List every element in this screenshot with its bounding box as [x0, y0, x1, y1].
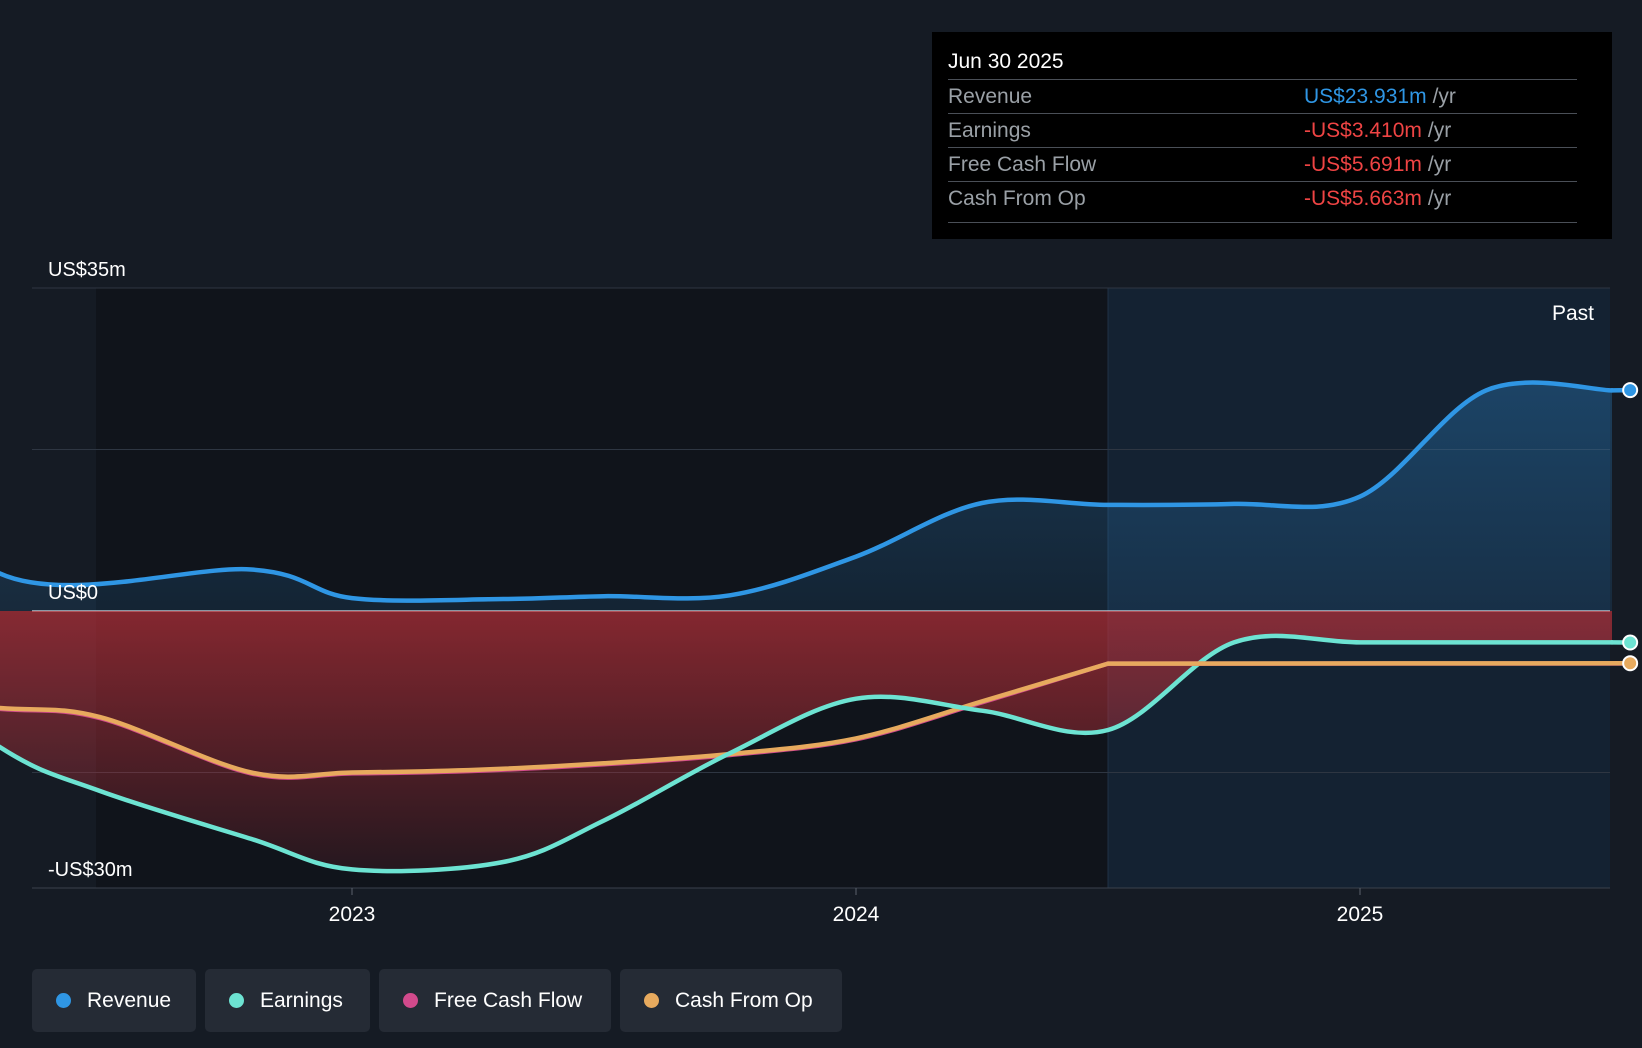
cash-from-op-line — [0, 661, 1111, 779]
earnings-end-marker — [1622, 634, 1639, 651]
series-lines — [0, 380, 1633, 874]
revenue-end-marker — [1622, 382, 1639, 399]
tooltip-value: -US$5.691m/yr — [1304, 153, 1452, 176]
series-end-markers — [1622, 382, 1639, 672]
tooltip-date: Jun 30 2025 — [948, 50, 1064, 73]
tooltip-value: -US$3.410m/yr — [1304, 119, 1452, 142]
legend-item-cash-from-op[interactable]: Cash From Op — [620, 969, 842, 1032]
x-tick-label: 2024 — [833, 903, 880, 926]
legend-item-earnings[interactable]: Earnings — [205, 969, 370, 1032]
tooltip-row-free-cash-flow: Free Cash Flow -US$5.691m/yr — [948, 147, 1577, 182]
revenue-line — [0, 380, 1615, 603]
legend-dot-icon — [229, 993, 244, 1008]
negative-area — [0, 611, 1612, 872]
past-label: Past — [1552, 302, 1594, 325]
legend: Revenue Earnings Free Cash Flow Cash Fro… — [32, 969, 842, 1032]
y-tick-label-zero: US$0 — [48, 582, 98, 604]
series-areas — [0, 382, 1612, 872]
x-tick-label: 2023 — [329, 903, 376, 926]
legend-label: Free Cash Flow — [434, 988, 583, 1012]
tooltip-label: Cash From Op — [948, 187, 1086, 210]
legend-label: Earnings — [260, 988, 343, 1012]
legend-dot-icon — [56, 993, 71, 1008]
legend-dot-icon — [403, 993, 418, 1008]
tooltip-row-revenue: Revenue US$23.931m/yr — [948, 79, 1577, 114]
tooltip-label: Revenue — [948, 85, 1033, 108]
tooltip-label: Free Cash Flow — [948, 153, 1097, 176]
legend-label: Revenue — [87, 988, 172, 1012]
tooltip: Jun 30 2025 Revenue US$23.931m/yr Earnin… — [932, 32, 1612, 239]
earnings-line — [0, 633, 1615, 874]
x-tick-label: 2025 — [1337, 903, 1384, 926]
tooltip-label: Earnings — [948, 119, 1031, 142]
tooltip-row-earnings: Earnings -US$3.410m/yr — [948, 113, 1577, 148]
tooltip-divider — [948, 222, 1577, 223]
revenue-area — [0, 382, 1612, 611]
y-tick-label-top: US$35m — [48, 259, 126, 281]
legend-item-free-cash-flow[interactable]: Free Cash Flow — [379, 969, 611, 1032]
legend-item-revenue[interactable]: Revenue — [32, 969, 196, 1032]
cash-from-op-end-marker — [1622, 655, 1639, 672]
axes: US$35m US$0 -US$30m 2023 2024 2025 Past — [48, 259, 1594, 926]
y-tick-label-bottom: -US$30m — [48, 859, 132, 881]
tooltip-row-cash-from-op: Cash From Op -US$5.663m/yr — [948, 181, 1577, 216]
legend-label: Cash From Op — [675, 988, 813, 1012]
tooltip-value: US$23.931m/yr — [1304, 85, 1456, 108]
tooltip-value: -US$5.663m/yr — [1304, 187, 1452, 210]
legend-dot-icon — [644, 993, 659, 1008]
